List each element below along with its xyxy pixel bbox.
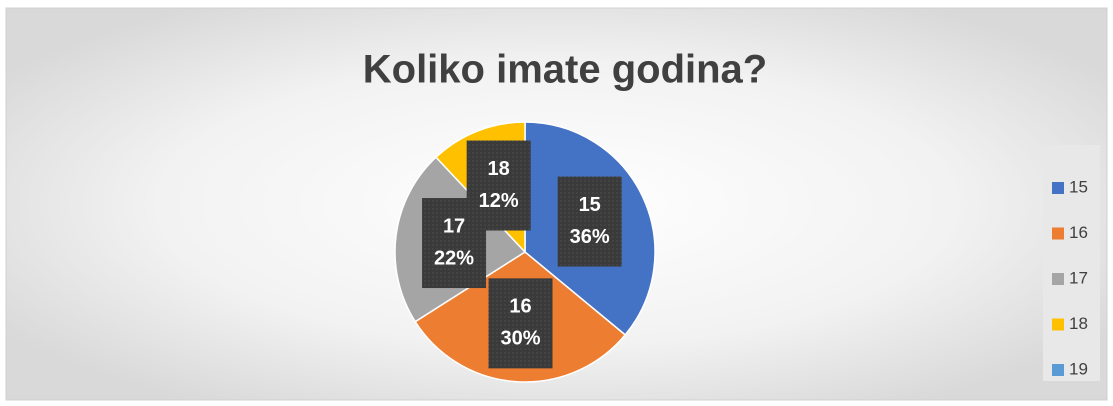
data-label-category: 18 [488, 158, 510, 180]
legend-swatch [1052, 227, 1064, 240]
legend-label: 15 [1069, 177, 1088, 196]
legend-swatch [1052, 273, 1064, 285]
data-label: 36% [570, 226, 610, 248]
data-label: 22% [434, 247, 474, 269]
legend-swatch [1052, 364, 1064, 376]
data-label: 30% [500, 328, 540, 350]
data-label-category: 17 [443, 215, 465, 237]
data-label-category: 16 [509, 296, 531, 318]
data-label-category: 15 [579, 194, 601, 216]
chart-title: Koliko imate godina? [363, 48, 767, 92]
legend-label: 17 [1069, 268, 1088, 287]
legend-label: 19 [1069, 359, 1088, 378]
data-label-box [557, 176, 622, 267]
legend-label: 16 [1069, 223, 1088, 242]
legend-swatch [1052, 182, 1064, 194]
legend-swatch [1052, 318, 1064, 331]
data-label: 12% [479, 190, 519, 212]
data-label-box [466, 140, 531, 231]
legend-label: 18 [1069, 314, 1088, 333]
data-label-box [488, 278, 553, 369]
